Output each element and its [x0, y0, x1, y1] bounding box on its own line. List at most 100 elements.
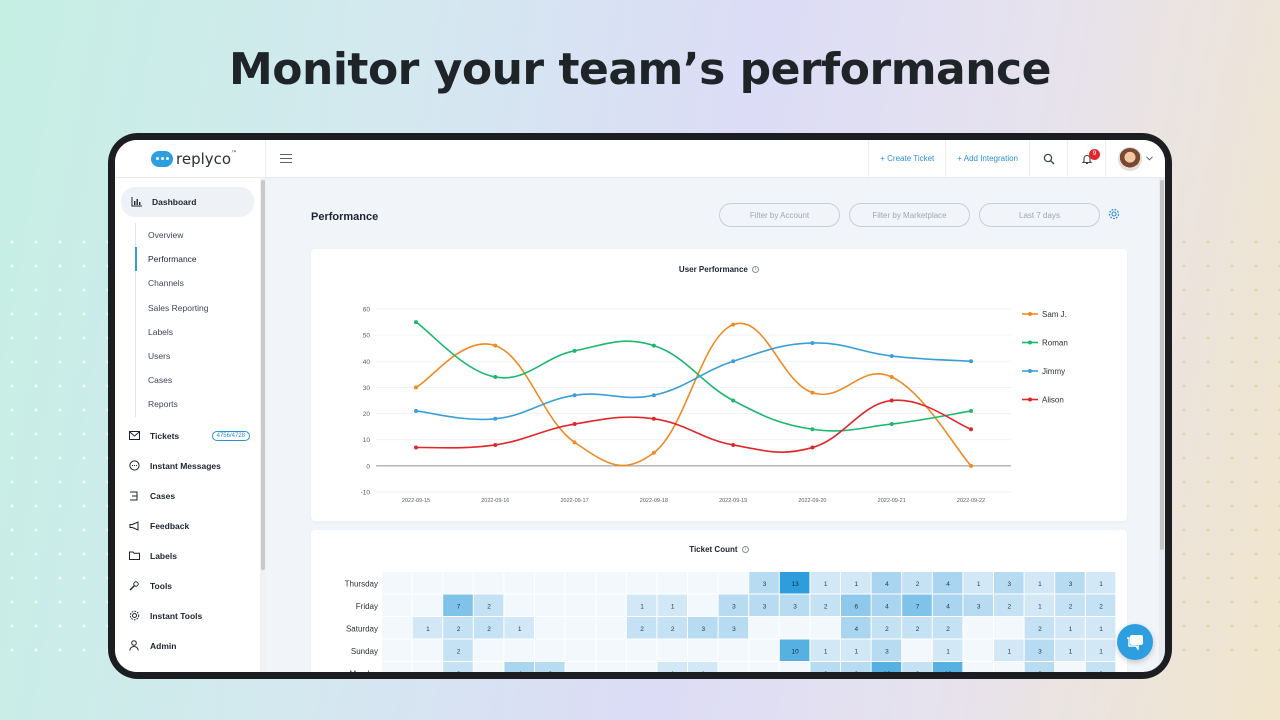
- sidebar-item-dashboard[interactable]: Dashboard: [121, 187, 254, 217]
- heatmap-cell[interactable]: [902, 617, 932, 639]
- hamburger-icon[interactable]: [280, 153, 292, 164]
- chat-widget-button[interactable]: [1117, 624, 1153, 660]
- data-point[interactable]: [651, 450, 656, 455]
- heatmap-cell[interactable]: [779, 662, 810, 672]
- data-point[interactable]: [493, 442, 498, 447]
- heatmap-cell[interactable]: [963, 639, 993, 662]
- filter-by-account[interactable]: Filter by Account: [719, 203, 840, 227]
- heatmap-cell[interactable]: [963, 594, 993, 617]
- data-point[interactable]: [810, 445, 815, 450]
- heatmap-cell[interactable]: [443, 594, 473, 617]
- data-point[interactable]: [889, 354, 894, 359]
- data-point[interactable]: [414, 320, 418, 325]
- logo[interactable]: replyco™: [115, 140, 266, 178]
- data-point[interactable]: [810, 390, 815, 395]
- heatmap-cell[interactable]: [504, 572, 534, 594]
- data-point[interactable]: [731, 442, 736, 447]
- heatmap-cell[interactable]: [749, 572, 779, 594]
- heatmap-cell[interactable]: [596, 617, 626, 639]
- filter-by-marketplace[interactable]: Filter by Marketplace: [849, 203, 970, 227]
- heatmap-cell[interactable]: [1055, 594, 1085, 617]
- heatmap-cell[interactable]: [902, 594, 932, 617]
- heatmap-cell[interactable]: [535, 639, 565, 662]
- data-point[interactable]: [572, 348, 577, 353]
- data-point[interactable]: [651, 416, 656, 421]
- heatmap-cell[interactable]: [565, 572, 596, 594]
- data-point[interactable]: [969, 408, 973, 413]
- heatmap-cell[interactable]: [1085, 639, 1116, 662]
- legend-label[interactable]: Alison: [1042, 396, 1064, 405]
- heatmap-cell[interactable]: [412, 594, 443, 617]
- heatmap-cell[interactable]: [565, 639, 596, 662]
- series-line-samj[interactable]: [415, 322, 972, 467]
- heatmap-cell[interactable]: [749, 639, 779, 662]
- data-point[interactable]: [969, 463, 973, 468]
- sidebar-item-cases[interactable]: Cases: [115, 481, 260, 511]
- heatmap-cell[interactable]: [963, 617, 993, 639]
- heatmap-cell[interactable]: [810, 639, 840, 662]
- heatmap-cell[interactable]: [473, 594, 504, 617]
- heatmap-cell[interactable]: [626, 594, 657, 617]
- heatmap-cell[interactable]: [443, 617, 473, 639]
- heatmap-cell[interactable]: [902, 639, 932, 662]
- heatmap-cell[interactable]: [1024, 594, 1055, 617]
- heatmap-cell[interactable]: [1055, 662, 1085, 672]
- info-icon[interactable]: i: [741, 546, 749, 554]
- heatmap-cell[interactable]: [902, 662, 932, 672]
- heatmap-cell[interactable]: [779, 594, 810, 617]
- series-line-jimmy[interactable]: [415, 342, 972, 421]
- heatmap-cell[interactable]: [779, 639, 810, 662]
- data-point[interactable]: [414, 408, 418, 413]
- data-point[interactable]: [889, 422, 894, 427]
- heatmap-cell[interactable]: [810, 594, 840, 617]
- sidebar-item-feedback[interactable]: Feedback: [115, 511, 260, 541]
- heatmap-cell[interactable]: [871, 594, 902, 617]
- sidebar-item-tickets[interactable]: Tickets 4756/4728: [115, 421, 260, 451]
- heatmap-cell[interactable]: [626, 617, 657, 639]
- heatmap-cell[interactable]: [932, 639, 963, 662]
- heatmap-cell[interactable]: [535, 594, 565, 617]
- heatmap-cell[interactable]: [565, 594, 596, 617]
- heatmap-cell[interactable]: [688, 639, 718, 662]
- heatmap-cell[interactable]: [535, 572, 565, 594]
- heatmap-cell[interactable]: [841, 572, 871, 594]
- heatmap-cell[interactable]: [535, 662, 565, 672]
- heatmap-cell[interactable]: [871, 617, 902, 639]
- heatmap-cell[interactable]: [749, 662, 779, 672]
- legend-label[interactable]: Roman: [1042, 339, 1068, 348]
- info-icon[interactable]: i: [752, 266, 760, 274]
- sidebar-subitem-reports[interactable]: Reports: [148, 399, 178, 410]
- data-point[interactable]: [493, 374, 498, 379]
- heatmap-cell[interactable]: [994, 594, 1024, 617]
- heatmap-cell[interactable]: [473, 639, 504, 662]
- heatmap-cell[interactable]: [1024, 662, 1055, 672]
- heatmap-cell[interactable]: [596, 639, 626, 662]
- sidebar-item-labels[interactable]: Labels: [115, 541, 260, 571]
- heatmap-cell[interactable]: [963, 662, 993, 672]
- heatmap-cell[interactable]: [412, 639, 443, 662]
- heatmap-cell[interactable]: [963, 572, 993, 594]
- heatmap-cell[interactable]: [412, 617, 443, 639]
- sidebar-subitem-performance[interactable]: Performance: [135, 247, 260, 272]
- heatmap-cell[interactable]: [718, 662, 749, 672]
- add-integration-link[interactable]: + Add Integration: [945, 140, 1029, 178]
- heatmap-cell[interactable]: [504, 594, 534, 617]
- heatmap-cell[interactable]: [932, 572, 963, 594]
- sidebar-item-instant-tools[interactable]: Instant Tools: [115, 601, 260, 631]
- sidebar-item-tools[interactable]: Tools: [115, 571, 260, 601]
- heatmap-cell[interactable]: [1024, 617, 1055, 639]
- data-point[interactable]: [731, 398, 736, 403]
- heatmap-cell[interactable]: [382, 662, 412, 672]
- heatmap-cell[interactable]: [504, 662, 534, 672]
- heatmap-cell[interactable]: [596, 572, 626, 594]
- heatmap-cell[interactable]: [657, 639, 687, 662]
- heatmap-cell[interactable]: [688, 594, 718, 617]
- data-point[interactable]: [493, 343, 498, 348]
- data-point[interactable]: [889, 374, 894, 379]
- heatmap-cell[interactable]: [412, 662, 443, 672]
- heatmap-cell[interactable]: [994, 572, 1024, 594]
- heatmap-cell[interactable]: [871, 662, 902, 672]
- heatmap-cell[interactable]: [749, 594, 779, 617]
- heatmap-cell[interactable]: [994, 639, 1024, 662]
- series-line-roman[interactable]: [415, 321, 972, 432]
